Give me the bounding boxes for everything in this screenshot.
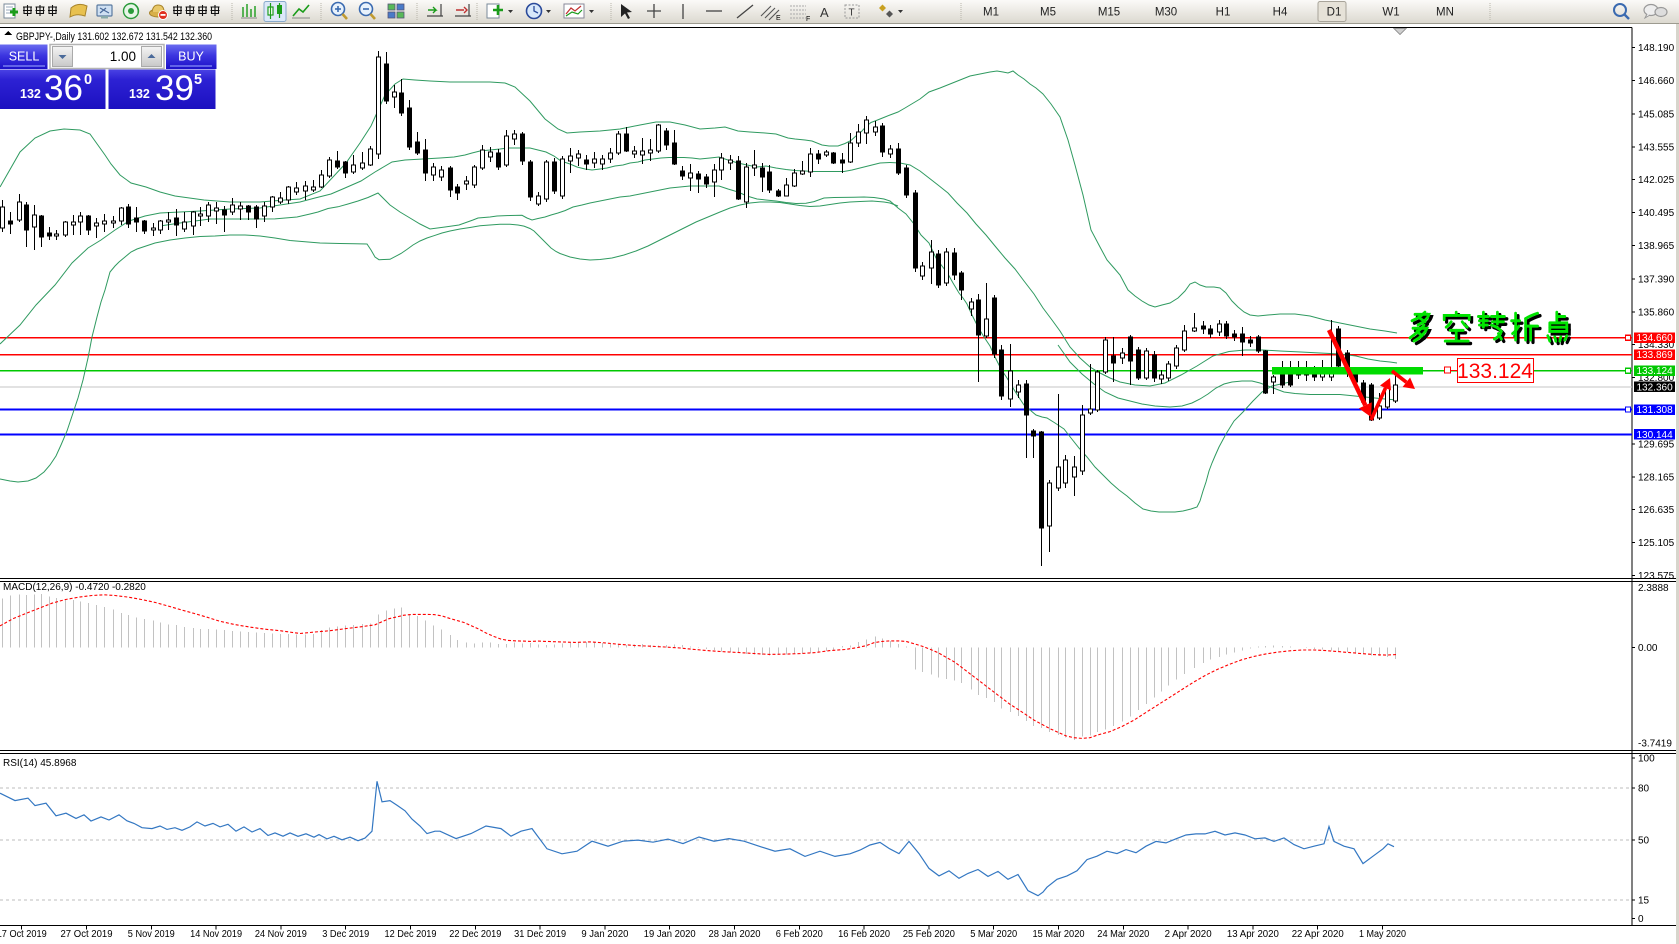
- svg-text:39: 39: [155, 69, 194, 108]
- svg-text:5 Mar 2020: 5 Mar 2020: [970, 929, 1017, 940]
- svg-text:F: F: [806, 16, 810, 23]
- svg-text:12 Dec 2019: 12 Dec 2019: [385, 929, 437, 940]
- svg-text:148.190: 148.190: [1638, 43, 1675, 54]
- svg-text:M5: M5: [1040, 7, 1056, 19]
- svg-text:129.695: 129.695: [1638, 440, 1675, 451]
- svg-text:132.800: 132.800: [1638, 373, 1675, 384]
- svg-text:13 Apr 2020: 13 Apr 2020: [1227, 929, 1279, 940]
- svg-text:0: 0: [1638, 914, 1644, 925]
- svg-text:GBPJPY-,Daily 131.602 132.672: GBPJPY-,Daily 131.602 132.672 131.542 13…: [16, 31, 212, 43]
- svg-text:5 Nov 2019: 5 Nov 2019: [128, 929, 175, 940]
- svg-text:MN: MN: [1436, 7, 1454, 19]
- svg-text:134.660: 134.660: [1637, 333, 1674, 344]
- svg-text:E: E: [776, 15, 781, 22]
- svg-text:132: 132: [129, 87, 150, 101]
- svg-text:123.575: 123.575: [1638, 571, 1675, 582]
- svg-text:134.330: 134.330: [1638, 340, 1675, 351]
- svg-text:27 Oct 2019: 27 Oct 2019: [61, 929, 113, 940]
- svg-text:A: A: [820, 5, 829, 20]
- svg-text:BUY: BUY: [178, 50, 204, 64]
- svg-text:1.00: 1.00: [110, 49, 136, 64]
- svg-text:22 Apr 2020: 22 Apr 2020: [1292, 929, 1344, 940]
- svg-text:5: 5: [194, 72, 202, 88]
- svg-text:36: 36: [44, 69, 83, 108]
- svg-text:19 Jan 2020: 19 Jan 2020: [644, 929, 696, 940]
- svg-text:146.660: 146.660: [1638, 76, 1675, 87]
- svg-text:130.144: 130.144: [1637, 430, 1674, 441]
- svg-text:15: 15: [1638, 896, 1650, 907]
- svg-text:125.105: 125.105: [1638, 538, 1675, 549]
- svg-text:3 Dec 2019: 3 Dec 2019: [322, 929, 369, 940]
- svg-text:-3.7419: -3.7419: [1638, 738, 1672, 749]
- svg-text:133.124: 133.124: [1457, 360, 1533, 383]
- svg-text:131.308: 131.308: [1637, 405, 1674, 416]
- svg-text:22 Dec 2019: 22 Dec 2019: [449, 929, 501, 940]
- svg-text:6 Feb 2020: 6 Feb 2020: [776, 929, 823, 940]
- svg-text:80: 80: [1638, 784, 1650, 795]
- svg-text:145.085: 145.085: [1638, 110, 1675, 121]
- svg-text:138.965: 138.965: [1638, 241, 1675, 252]
- svg-text:132.360: 132.360: [1637, 383, 1674, 394]
- svg-text:0.00: 0.00: [1638, 643, 1658, 654]
- svg-text:W1: W1: [1382, 7, 1399, 19]
- svg-text:SELL: SELL: [9, 50, 40, 64]
- svg-text:25 Feb 2020: 25 Feb 2020: [903, 929, 955, 940]
- svg-text:17 Oct 2019: 17 Oct 2019: [0, 929, 47, 940]
- svg-text:RSI(14) 45.8968: RSI(14) 45.8968: [3, 758, 77, 769]
- svg-text:0: 0: [84, 72, 92, 88]
- svg-text:140.495: 140.495: [1638, 208, 1675, 219]
- svg-text:137.390: 137.390: [1638, 275, 1675, 286]
- svg-text:H4: H4: [1273, 7, 1288, 19]
- svg-text:H1: H1: [1216, 7, 1231, 19]
- svg-text:24 Nov 2019: 24 Nov 2019: [255, 929, 307, 940]
- svg-text:24 Mar 2020: 24 Mar 2020: [1097, 929, 1149, 940]
- svg-text:1 May 2020: 1 May 2020: [1359, 929, 1406, 940]
- svg-text:143.555: 143.555: [1638, 142, 1675, 153]
- svg-text:M30: M30: [1155, 7, 1177, 19]
- svg-text:14 Nov 2019: 14 Nov 2019: [190, 929, 242, 940]
- svg-text:2.3888: 2.3888: [1638, 583, 1669, 594]
- svg-text:128.165: 128.165: [1638, 472, 1675, 483]
- svg-text:9 Jan 2020: 9 Jan 2020: [581, 929, 628, 940]
- svg-text:132: 132: [20, 87, 41, 101]
- svg-text:100: 100: [1638, 754, 1655, 765]
- svg-text:D1: D1: [1327, 7, 1342, 19]
- svg-text:133.869: 133.869: [1637, 350, 1674, 361]
- svg-text:28 Jan 2020: 28 Jan 2020: [709, 929, 761, 940]
- svg-text:50: 50: [1638, 835, 1650, 846]
- svg-text:135.860: 135.860: [1638, 307, 1675, 318]
- svg-text:M1: M1: [983, 7, 999, 19]
- svg-text:126.635: 126.635: [1638, 505, 1675, 516]
- svg-text:T: T: [849, 8, 855, 19]
- svg-text:M15: M15: [1098, 7, 1120, 19]
- svg-text:142.025: 142.025: [1638, 175, 1675, 186]
- svg-text:15 Mar 2020: 15 Mar 2020: [1033, 929, 1085, 940]
- svg-text:31 Dec 2019: 31 Dec 2019: [514, 929, 566, 940]
- svg-text:16 Feb 2020: 16 Feb 2020: [838, 929, 890, 940]
- svg-text:MACD(12,26,9) -0.4720 -0.2820: MACD(12,26,9) -0.4720 -0.2820: [3, 582, 146, 593]
- svg-text:133.124: 133.124: [1637, 366, 1674, 377]
- svg-text:2 Apr 2020: 2 Apr 2020: [1165, 929, 1212, 940]
